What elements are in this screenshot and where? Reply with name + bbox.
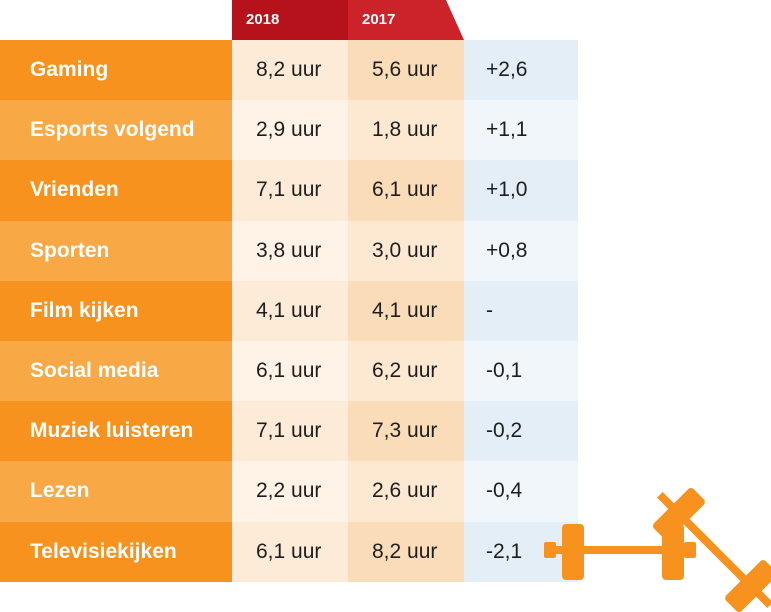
- change-value: -: [464, 280, 578, 341]
- value-2017: 1,8 uur: [348, 100, 464, 161]
- table-row: Social media 6,1 uur 6,2 uur -0,1: [0, 340, 578, 402]
- column-header-2017: 2017: [348, 0, 464, 40]
- value-2018: 8,2 uur: [232, 40, 348, 101]
- change-value: -0,4: [464, 461, 578, 522]
- table-row: Lezen 2,2 uur 2,6 uur -0,4: [0, 461, 578, 522]
- row-label: Gaming: [0, 40, 232, 101]
- row-label: Film kijken: [0, 280, 232, 341]
- value-2018: 7,1 uur: [232, 160, 348, 221]
- value-2017: 3,0 uur: [348, 220, 464, 281]
- value-2018: 2,9 uur: [232, 100, 348, 161]
- value-2018: 6,1 uur: [232, 340, 348, 402]
- value-2017: 6,2 uur: [348, 340, 464, 402]
- dumbbell-diagonal-icon: [653, 488, 771, 612]
- value-2018: 4,1 uur: [232, 280, 348, 341]
- row-label: Esports volgend: [0, 100, 232, 161]
- table-row: Gaming 8,2 uur 5,6 uur +2,6: [0, 40, 578, 101]
- row-label: Vrienden: [0, 160, 232, 221]
- row-label: Televisiekijken: [0, 521, 232, 582]
- value-2017: 6,1 uur: [348, 160, 464, 221]
- value-2017: 2,6 uur: [348, 461, 464, 522]
- change-value: +2,6: [464, 40, 578, 101]
- table-row: Esports volgend 2,9 uur 1,8 uur +1,1: [0, 100, 578, 161]
- value-2018: 2,2 uur: [232, 461, 348, 522]
- table-row: Muziek luisteren 7,1 uur 7,3 uur -0,2: [0, 401, 578, 462]
- change-value: +1,0: [464, 160, 578, 221]
- activity-table: Gaming 8,2 uur 5,6 uur +2,6 Esports volgend 2…: [0, 40, 578, 582]
- value-2017: 4,1 uur: [348, 280, 464, 341]
- table-row: Sporten 3,8 uur 3,0 uur +0,8: [0, 220, 578, 281]
- row-label: Social media: [0, 340, 232, 402]
- change-value: -0,2: [464, 401, 578, 462]
- value-2018: 7,1 uur: [232, 401, 348, 462]
- table-row: Film kijken 4,1 uur 4,1 uur -: [0, 280, 578, 341]
- change-value: -0,1: [464, 340, 578, 402]
- value-2017: 8,2 uur: [348, 521, 464, 582]
- change-value: +1,1: [464, 100, 578, 161]
- table-row: Televisiekijken 6,1 uur 8,2 uur -2,1: [0, 521, 578, 582]
- table-row: Vrienden 7,1 uur 6,1 uur +1,0: [0, 160, 578, 221]
- dumbbell-icon: [544, 488, 771, 612]
- row-label: Sporten: [0, 220, 232, 281]
- change-value: +0,8: [464, 220, 578, 281]
- row-label: Muziek luisteren: [0, 401, 232, 462]
- value-2018: 6,1 uur: [232, 521, 348, 582]
- value-2018: 3,8 uur: [232, 220, 348, 281]
- row-label: Lezen: [0, 461, 232, 522]
- column-header-2018: 2018: [232, 0, 348, 40]
- value-2017: 5,6 uur: [348, 40, 464, 101]
- value-2017: 7,3 uur: [348, 401, 464, 462]
